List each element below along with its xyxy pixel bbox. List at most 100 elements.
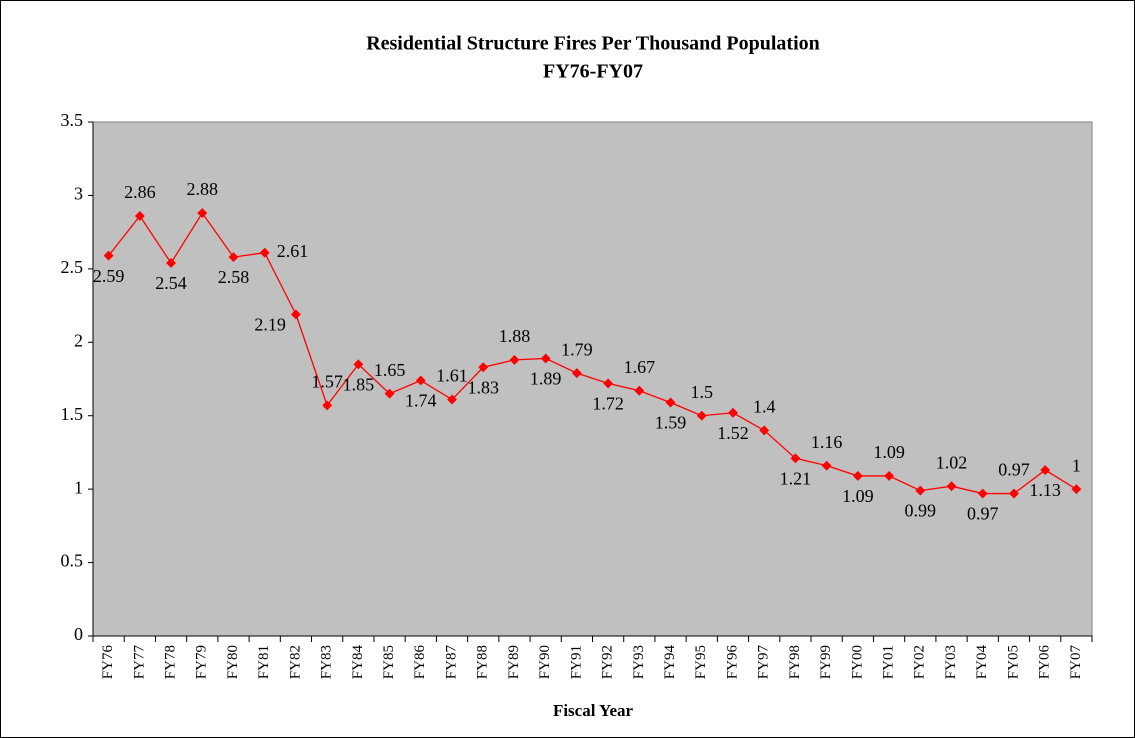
data-label: 1.09: [842, 486, 874, 506]
x-tick-label: FY02: [912, 645, 928, 679]
y-tick-label: 1: [74, 477, 83, 497]
x-tick-label: FY07: [1068, 645, 1084, 680]
x-tick-label: FY82: [287, 645, 303, 679]
data-label: 1.02: [936, 452, 968, 472]
marker: [228, 252, 239, 263]
marker: [790, 453, 801, 464]
marker: [852, 470, 863, 481]
data-label: 1.79: [561, 339, 593, 359]
marker: [977, 488, 988, 499]
data-label: 1.13: [1029, 480, 1061, 500]
marker: [759, 425, 770, 436]
x-tick-label: FY81: [256, 645, 272, 679]
marker: [540, 353, 551, 364]
data-label: 2.86: [124, 182, 156, 202]
data-label: 2.59: [93, 266, 125, 286]
chart-title: Residential Structure Fires Per Thousand…: [366, 33, 820, 55]
series-line: [108, 211, 1077, 495]
data-label: 0.97: [998, 460, 1030, 480]
marker: [353, 359, 364, 370]
x-tick-label: FY80: [225, 645, 241, 679]
x-tick-label: FY91: [568, 645, 584, 679]
marker: [322, 400, 333, 411]
x-tick-label: FY03: [943, 645, 959, 679]
data-label: 1.85: [343, 374, 375, 394]
marker: [134, 211, 145, 221]
marker: [1009, 488, 1019, 499]
data-label: 1.65: [374, 360, 406, 380]
data-label: 1.52: [717, 423, 749, 443]
x-tick-label: FY86: [412, 645, 428, 680]
marker: [166, 258, 176, 268]
x-axis-title: Fiscal Year: [553, 701, 634, 720]
x-tick-label: FY01: [881, 645, 897, 679]
data-label: 1.09: [873, 442, 905, 462]
data-label: 1.72: [592, 394, 624, 414]
x-tick-label: FY89: [506, 645, 522, 679]
x-tick-label: FY88: [475, 645, 491, 679]
marker: [884, 470, 895, 481]
x-tick-label: FY87: [443, 645, 459, 680]
data-label: 0.99: [905, 501, 937, 521]
data-label: 1.61: [436, 366, 468, 386]
marker: [571, 368, 582, 379]
marker: [728, 407, 738, 418]
data-label: 1.57: [311, 372, 343, 392]
chart-subtitle: FY76-FY07: [543, 61, 643, 83]
x-tick-label: FY99: [818, 645, 834, 679]
x-tick-label: FY04: [974, 645, 990, 680]
x-tick-label: FY79: [194, 645, 210, 679]
marker: [478, 362, 489, 373]
marker: [603, 378, 614, 389]
data-label: 1.74: [405, 391, 437, 411]
data-label: 1.89: [530, 369, 562, 389]
x-tick-label: FY84: [350, 645, 366, 680]
data-label: 1.21: [780, 468, 812, 488]
y-tick-label: 0.5: [61, 551, 84, 571]
x-tick-label: FY85: [381, 645, 397, 679]
data-label: 1.59: [655, 413, 687, 433]
marker: [197, 208, 208, 219]
x-tick-label: FY00: [849, 645, 865, 679]
y-tick-label: 3.5: [61, 110, 84, 130]
marker: [1040, 465, 1051, 476]
x-tick-label: FY97: [756, 645, 772, 680]
marker: [946, 481, 957, 492]
marker: [103, 250, 114, 261]
marker: [915, 485, 926, 496]
x-tick-label: FY05: [1005, 645, 1021, 679]
y-tick-label: 2.5: [61, 257, 84, 277]
marker: [290, 309, 301, 320]
x-tick-label: FY78: [162, 645, 178, 679]
data-label: 2.61: [277, 241, 309, 261]
marker: [259, 247, 270, 258]
marker: [415, 375, 426, 386]
plot-area: [92, 121, 1093, 637]
y-tick-label: 2: [74, 330, 83, 350]
x-tick-label: FY93: [631, 645, 647, 679]
data-label: 1.67: [624, 357, 656, 377]
marker: [1071, 484, 1082, 495]
x-tick-label: FY94: [662, 645, 678, 680]
data-label: 1.83: [467, 377, 499, 397]
x-tick-label: FY92: [600, 645, 616, 679]
data-label: 1.4: [753, 397, 776, 417]
x-tick-label: FY98: [787, 645, 803, 679]
marker: [384, 388, 395, 399]
marker: [634, 385, 645, 396]
y-tick-label: 3: [74, 184, 83, 204]
data-label: 2.88: [187, 179, 219, 199]
x-tick-label: FY90: [537, 645, 553, 679]
y-tick-label: 0: [74, 624, 83, 644]
data-label: 2.54: [155, 273, 187, 293]
data-label: 1.88: [499, 326, 531, 346]
marker: [821, 460, 832, 471]
marker: [509, 354, 520, 365]
x-tick-label: FY95: [693, 645, 709, 679]
x-tick-label: FY77: [131, 645, 147, 680]
x-tick-label: FY83: [319, 645, 335, 679]
data-label: 2.19: [254, 315, 286, 335]
x-tick-label: FY76: [100, 645, 116, 680]
marker: [447, 394, 457, 405]
